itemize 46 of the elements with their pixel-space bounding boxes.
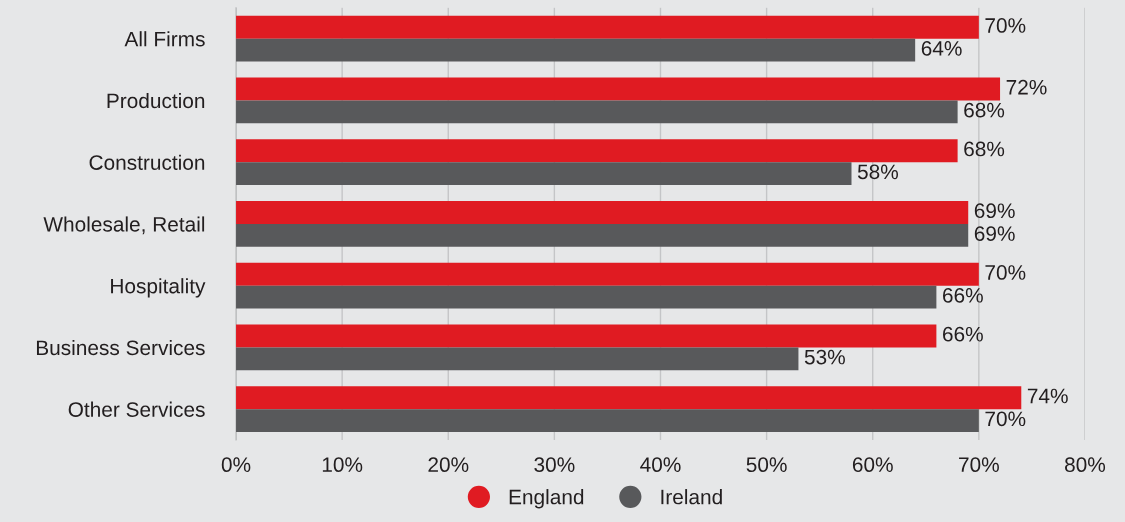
y-tick-label: Construction bbox=[89, 154, 205, 170]
data-label: 69% bbox=[974, 203, 1015, 219]
data-label: 70% bbox=[985, 411, 1026, 427]
data-label: 66% bbox=[943, 326, 983, 342]
bar bbox=[236, 347, 799, 371]
bar bbox=[236, 223, 969, 247]
bar bbox=[236, 409, 979, 433]
x-tick-label: 80% bbox=[1065, 457, 1106, 473]
y-tick-label: Wholesale, Retail bbox=[43, 216, 205, 235]
x-tick-label: 60% bbox=[852, 457, 893, 473]
bar bbox=[236, 100, 958, 124]
bar bbox=[236, 77, 1001, 101]
bar bbox=[236, 139, 958, 163]
data-label: 68% bbox=[964, 141, 1005, 157]
data-label: 66% bbox=[943, 287, 983, 303]
y-tick-label: Production bbox=[107, 92, 205, 109]
data-label: 72% bbox=[1006, 79, 1047, 95]
bar bbox=[236, 38, 916, 62]
y-tick-label: Business Services bbox=[36, 339, 205, 356]
x-tick-label: 20% bbox=[428, 457, 469, 473]
data-label: 53% bbox=[804, 349, 845, 365]
y-tick-label: Other Services bbox=[68, 401, 205, 417]
data-label: 68% bbox=[964, 102, 1005, 118]
x-tick-label: 70% bbox=[959, 457, 999, 473]
legend-label: England bbox=[509, 489, 584, 509]
x-tick-label: 30% bbox=[534, 457, 575, 473]
bar bbox=[236, 15, 979, 39]
x-tick-label: 10% bbox=[322, 457, 363, 473]
data-label: 69% bbox=[974, 226, 1015, 241]
legend-label: Ireland bbox=[661, 489, 722, 505]
bar bbox=[236, 386, 1022, 410]
bar bbox=[236, 324, 937, 348]
x-tick-label: 40% bbox=[640, 457, 681, 473]
bar bbox=[236, 162, 852, 186]
y-tick-label: Hospitality bbox=[111, 278, 206, 298]
y-tick-label: All Firms bbox=[124, 31, 205, 47]
bar bbox=[236, 285, 937, 309]
data-label: 70% bbox=[985, 265, 1026, 280]
bar bbox=[236, 262, 979, 286]
data-label: 58% bbox=[857, 164, 899, 180]
bar bbox=[236, 201, 969, 224]
data-label: 74% bbox=[1027, 388, 1068, 404]
x-tick-label: 0% bbox=[221, 457, 251, 473]
data-label: 70% bbox=[985, 18, 1026, 33]
x-tick-label: 50% bbox=[746, 457, 787, 473]
data-label: 64% bbox=[921, 40, 962, 56]
